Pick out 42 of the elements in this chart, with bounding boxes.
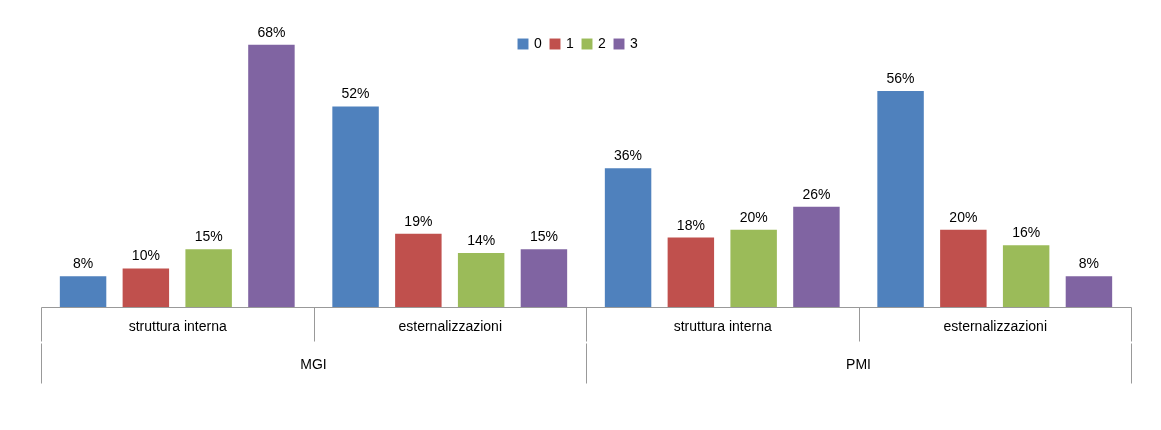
- bar: [395, 233, 442, 307]
- data-label: 56%: [886, 70, 915, 86]
- data-label: 18%: [676, 216, 705, 233]
- legend-label: 0: [534, 35, 542, 51]
- bar: [248, 44, 295, 307]
- data-label: 15%: [194, 228, 223, 245]
- text: PMI: [846, 356, 871, 372]
- bar: [1065, 276, 1113, 307]
- x-tick-label: struttura interna: [673, 317, 772, 334]
- data-label: 14%: [467, 232, 496, 248]
- data-label: 20%: [739, 208, 768, 225]
- bar: [122, 268, 170, 307]
- x-tick-label: esternalizzazioni: [398, 317, 502, 334]
- bar: [604, 168, 652, 307]
- legend-label: 2: [598, 35, 606, 51]
- bar: [730, 229, 777, 307]
- data-label: 20%: [949, 208, 978, 225]
- data-label: 52%: [341, 85, 370, 102]
- bar: [1002, 245, 1050, 307]
- data-label: 19%: [404, 212, 433, 229]
- bar: [940, 229, 987, 307]
- bar: [457, 253, 505, 307]
- data-label: 10%: [131, 247, 160, 264]
- data-label: 26%: [802, 185, 831, 202]
- x-tick-label: esternalizzazioni: [943, 317, 1047, 334]
- bar: [667, 237, 715, 307]
- bar: [185, 249, 232, 307]
- bar: [59, 276, 107, 307]
- data-label: 8%: [1078, 255, 1100, 272]
- data-label: 36%: [614, 147, 643, 164]
- data-label: 68%: [257, 23, 286, 40]
- text: MGI: [300, 356, 327, 372]
- legend-label: 3: [630, 35, 638, 51]
- bar: [877, 91, 924, 307]
- bar: [793, 206, 840, 307]
- data-label: 16%: [1012, 224, 1041, 241]
- bar: [332, 106, 379, 307]
- bar: [520, 249, 568, 307]
- data-label: 8%: [72, 255, 94, 272]
- legend-label: 1: [566, 35, 574, 51]
- x-tick-label: struttura interna: [128, 317, 227, 334]
- data-label: 15%: [529, 228, 558, 245]
